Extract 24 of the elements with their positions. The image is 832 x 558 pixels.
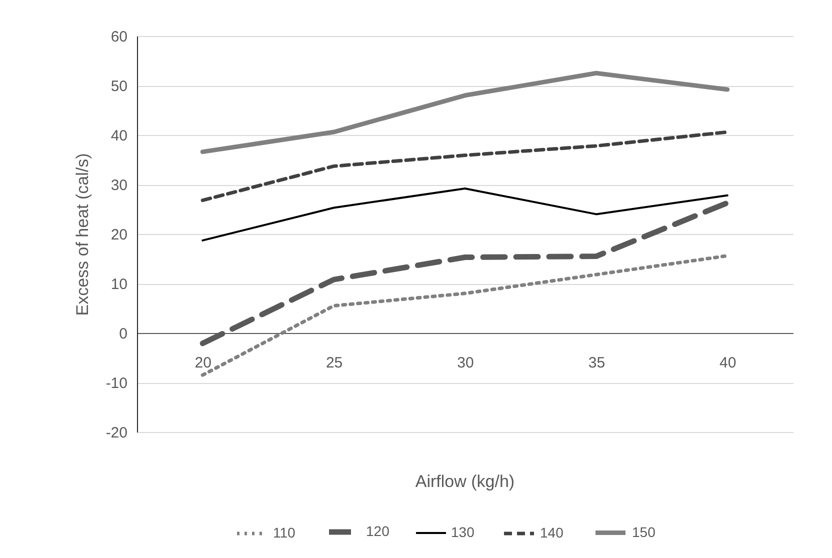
y-tick-label: 50: [110, 78, 128, 95]
x-tick-label: 25: [326, 354, 343, 372]
x-axis-title: Airflow (kg/h): [415, 472, 515, 491]
y-tick-label: 30: [110, 177, 128, 194]
legend-label: 110: [273, 524, 296, 540]
y-tick-label: -20: [106, 424, 128, 442]
line-series: [200, 70, 730, 154]
x-tick-label: 35: [588, 354, 606, 372]
y-tick-label: 40: [110, 128, 128, 144]
legend-label: 140: [540, 524, 564, 540]
x-tick-label: 30: [457, 354, 474, 372]
y-tick-label: 20: [110, 226, 128, 244]
legend-label: 150: [632, 524, 656, 540]
y-tick-label: 10: [110, 276, 128, 293]
legend-label: 130: [451, 524, 475, 540]
y-tick-label: 60: [110, 28, 128, 46]
line-series: [200, 130, 730, 202]
legend-label: 120: [366, 523, 390, 539]
x-tick-label: 20: [194, 354, 212, 372]
y-tick-label: 0: [119, 326, 128, 342]
y-tick-label: -10: [106, 375, 128, 392]
x-tick-label: 40: [720, 354, 736, 372]
line-series: [202, 187, 728, 242]
y-axis-title: Excess of heat (cal/s): [72, 153, 92, 316]
